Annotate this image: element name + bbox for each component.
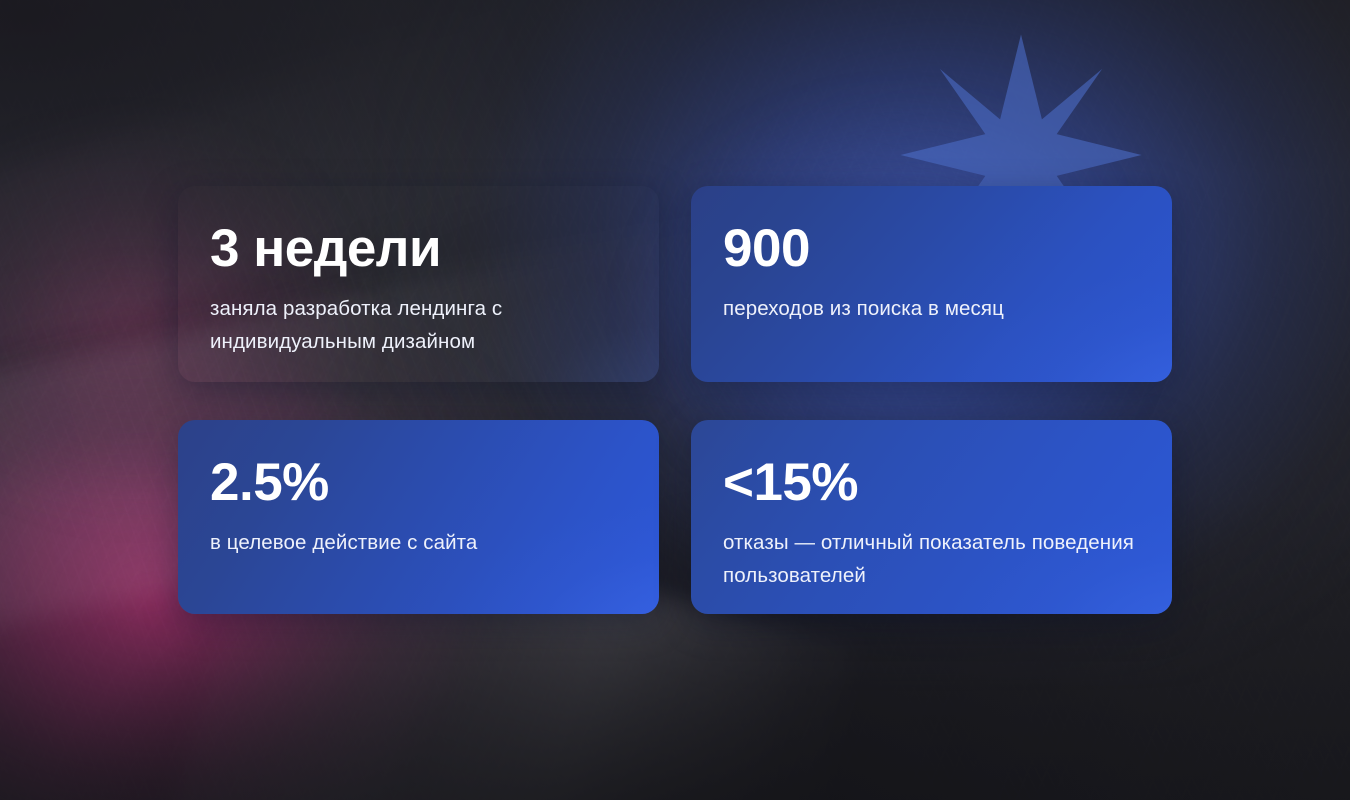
card-sheen — [178, 420, 659, 614]
stats-card-grid: 3 недели заняла разработка лендинга с ин… — [178, 186, 1173, 614]
stat-description: заняла разработка лендинга с индивидуаль… — [210, 297, 503, 353]
stat-metric-value: <15% — [723, 453, 859, 512]
card-sheen — [691, 186, 1172, 382]
stat-card-visits: 900 переходов из поиска в месяц — [691, 186, 1172, 382]
stat-metric-value: 3 недели — [210, 219, 442, 278]
stat-description: отказы — отличный показатель поведения п… — [723, 531, 1134, 587]
stat-description: в целевое действие с сайта — [210, 531, 478, 554]
stat-metric-value: 2.5% — [210, 453, 329, 512]
stat-card-conversion: 2.5% в целевое действие с сайта — [178, 420, 659, 614]
stat-card-bounce: <15% отказы — отличный показатель поведе… — [691, 420, 1172, 614]
stat-description: переходов из поиска в месяц — [723, 297, 1004, 320]
stat-card-weeks: 3 недели заняла разработка лендинга с ин… — [178, 186, 659, 382]
stat-metric-value: 900 — [723, 219, 810, 278]
